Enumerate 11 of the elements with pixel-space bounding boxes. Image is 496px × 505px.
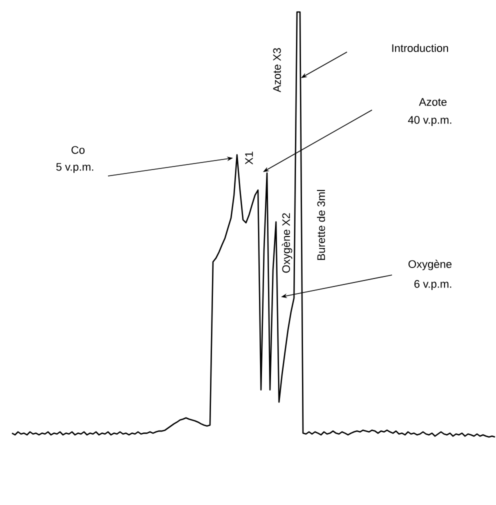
- annotation: Oxygène X2: [282, 213, 292, 273]
- annotation: Burette de 3ml: [316, 190, 326, 260]
- annotation: Co: [72, 146, 85, 154]
- annotation: Oxygène: [408, 260, 452, 270]
- annotation: Introduction: [392, 44, 448, 52]
- annotation: Azote: [418, 98, 447, 106]
- annotation: X1: [245, 152, 253, 164]
- annotation: 40 v.p.m.: [408, 116, 452, 126]
- annotation: 6 v.p.m.: [414, 280, 452, 290]
- annotation: 5 v.p.m.: [56, 163, 94, 173]
- annotation: Azote X3: [273, 48, 281, 92]
